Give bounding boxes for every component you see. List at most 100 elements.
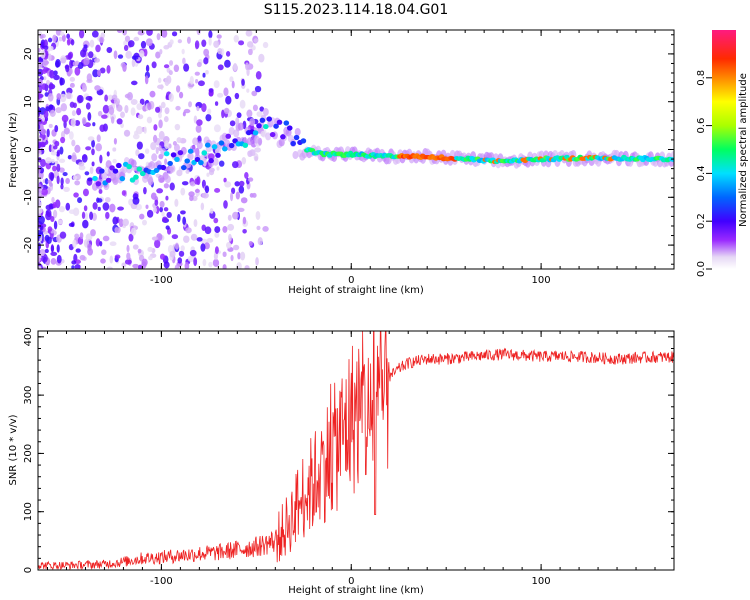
spectrogram-cell [188,101,193,108]
spectrogram-cell [58,158,66,163]
spectrogram-cell [194,40,200,50]
spectrogram-cell [259,117,266,123]
spectrogram-cell [227,214,232,221]
spectrogram-cell [213,80,220,89]
spectrogram-cell [225,50,231,57]
spectrogram-cell [158,119,163,129]
colorbar-ticks: 0.0 0.2 0.4 0.6 0.8 [696,70,712,277]
spectrogram-cell [50,258,57,265]
spectrogram-cell [112,147,117,152]
spectrogram-cell [124,93,131,99]
spectrogram-cell [163,116,169,123]
spectrogram-cell [158,112,162,119]
spectrogram-cell [58,36,63,42]
spectrogram-cell [228,142,235,149]
spectrogram-cell [231,80,235,89]
spectrogram-cell [193,257,198,267]
spectrogram-cell [175,105,181,111]
spectrogram-cell [196,105,200,112]
spectrogram-cell [242,142,249,148]
spectrogram-cell [192,137,199,146]
spectrogram-cell [166,211,172,218]
spectrogram-cell [117,54,124,59]
spectrogram-cell [69,68,73,75]
spectrogram-cell [96,134,101,143]
spectrogram-cell [245,62,250,71]
spectrogram-cell [59,77,65,86]
spectrogram-cell [269,131,276,138]
spectrogram-cell [71,265,75,269]
spectrogram-cell [73,192,79,198]
spectrogram-cell [76,107,82,116]
spectrogram-cell [224,59,231,68]
spectrogram-cell [256,123,262,129]
spectrogram-cell [122,63,127,72]
spectrogram-cell [43,110,49,119]
spectrogram-cell [143,126,147,134]
spectrogram-cell [169,182,175,191]
spectrogram-cell [98,36,105,44]
spectrogram-cell [52,145,58,150]
spectrogram-cell [39,34,44,39]
spectrogram-cell [87,112,92,121]
spectrogram-cell [94,57,100,63]
spectrogram-cell [173,64,180,73]
spectrogram-cell [97,69,101,77]
spectrogram-cell [256,111,263,117]
spectrogram-cell [200,202,205,211]
spectrogram-cell [117,104,123,112]
spectrogram-cell [214,232,220,238]
spectrogram-cell [182,111,186,117]
spectrogram-cell [40,249,45,257]
spectrogram-cell [132,196,140,205]
spectrogram-cell [138,264,143,269]
spectrogram-cell [99,154,103,164]
colorbar-gradient [712,30,736,269]
spectrogram-cell [81,211,86,220]
spectrogram-cell [68,131,74,140]
spectrogram-cell [98,188,103,194]
spectrogram-cell [75,248,81,253]
spectrogram-cell [74,233,80,239]
spectrogram-cell [168,143,172,149]
spectrogram-cell [59,93,67,103]
spectrogram-cell [77,197,83,204]
spectrogram-cell [235,191,240,200]
spectrogram-cell [159,206,163,213]
spectrogram-cell [83,57,90,66]
spectrogram-cell [89,39,95,48]
spectrogram-cell [247,48,253,56]
spectrogram-cell [222,264,227,269]
spectrogram-cell [163,151,170,157]
spectrogram-cell [150,141,157,151]
spectrogram-cell [207,153,215,160]
spectrogram-cell [226,241,232,249]
spectrogram-cell [151,236,159,241]
spectrogram-cell [54,124,59,133]
spectrogram-cell [41,188,48,196]
spectrogram-cell [38,248,41,255]
spectrogram-cell [194,71,200,76]
spectrogram-cell [44,178,49,185]
spectrogram-cell [206,172,210,177]
colorbar-label: Normalized spectral amplitude [738,73,749,227]
spectrogram-cell [74,120,81,127]
spectrogram-cell [164,107,170,115]
spectrogram-cell [50,251,58,256]
spectrogram-cell [153,124,158,131]
colorbar-tick-label: 0.2 [696,213,707,229]
spectrogram-cell [65,64,70,73]
spectrogram-cell [246,88,250,93]
spectrogram-x-tick-label: 0 [348,275,354,286]
spectrogram-cell [135,149,140,157]
spectrogram-cell [196,119,203,126]
spectrogram-cell [92,175,98,182]
spectrogram-cell [117,206,125,211]
spectrogram-cell [285,128,292,137]
spectrogram-cell [154,199,159,206]
spectrogram-cell [246,109,253,118]
spectrogram-cell [119,176,126,182]
spectrogram-cell [182,216,187,226]
spectrogram-cell [74,144,81,153]
snr-panel: -100 0 100 0 100 200 300 400 Height of straight… [8,327,675,596]
